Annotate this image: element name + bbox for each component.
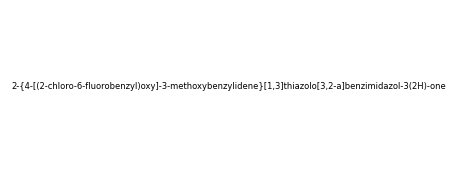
Text: 2-{4-[(2-chloro-6-fluorobenzyl)oxy]-3-methoxybenzylidene}[1,3]thiazolo[3,2-a]ben: 2-{4-[(2-chloro-6-fluorobenzyl)oxy]-3-me… bbox=[11, 82, 446, 91]
